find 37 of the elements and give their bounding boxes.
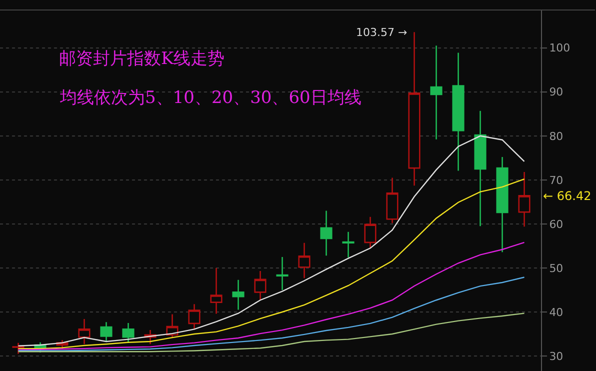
candlestick [100, 321, 112, 342]
candlestick [496, 156, 508, 253]
candlestick [298, 242, 310, 279]
candlestick [386, 177, 398, 224]
candlestick [342, 231, 354, 258]
y-tick-label: 40 [549, 306, 564, 319]
line-series [18, 135, 525, 347]
y-tick-label: 30 [549, 350, 564, 363]
candlestick [320, 210, 332, 256]
text: 邮资封片指数K线走势 [59, 49, 225, 69]
candlestick [408, 31, 420, 186]
candlestick [122, 322, 134, 344]
y-tick-label: 90 [549, 86, 564, 99]
candlestick [474, 110, 486, 227]
line-series [18, 276, 525, 352]
text: 均线依次为5、10、20、30、60日均线 [59, 88, 362, 108]
line-series [18, 178, 525, 350]
candlestick [254, 270, 266, 302]
annotation: 103.57 → [356, 26, 408, 39]
candlestick [232, 279, 244, 310]
candlestick [78, 318, 90, 345]
candlestick [188, 303, 200, 330]
candlestick [430, 45, 442, 140]
y-tick-label: 60 [549, 218, 564, 231]
candlestick [276, 256, 288, 291]
line-series [18, 312, 525, 352]
candlestick [12, 342, 24, 354]
y-tick-label: 100 [549, 42, 570, 55]
candlestick [452, 52, 464, 172]
candlestick [210, 267, 222, 314]
y-tick-label: 50 [549, 262, 564, 275]
y-tick-label: 80 [549, 130, 564, 143]
text: ← 66.42 [543, 189, 592, 203]
y-tick-label: 70 [549, 174, 564, 187]
line-series [18, 242, 525, 350]
candlestick [518, 171, 530, 228]
candlestick [364, 216, 376, 249]
